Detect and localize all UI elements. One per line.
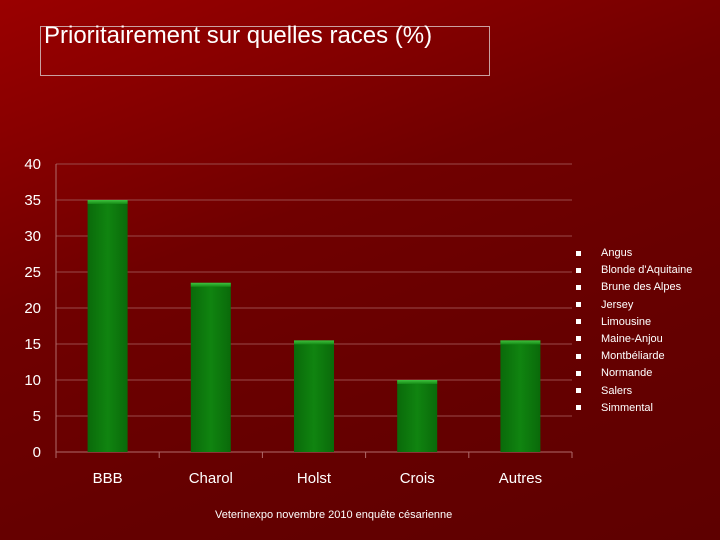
bar-crois — [397, 380, 438, 452]
y-tick-label: 35 — [24, 192, 41, 209]
y-tick-label: 20 — [24, 300, 41, 317]
legend-item: Brune des Alpes — [574, 279, 719, 296]
x-category-label: Autres — [499, 470, 542, 487]
legend-label: Blonde d'Aquitaine — [601, 264, 693, 277]
bar-cap — [397, 380, 438, 384]
y-tick-label: 25 — [24, 264, 41, 281]
legend-item: Salers — [574, 383, 719, 400]
legend-label: Simmental — [601, 401, 653, 414]
y-tick-label: 40 — [24, 156, 41, 173]
y-tick-label: 5 — [33, 408, 41, 425]
legend-label: Salers — [601, 384, 633, 397]
title-frame — [40, 26, 490, 76]
bar-autres — [500, 340, 541, 452]
y-tick-label: 30 — [24, 228, 41, 245]
legend-label: Normande — [601, 367, 653, 380]
legend-bullet-icon — [576, 267, 581, 273]
legend-label: Maine-Anjou — [601, 332, 663, 345]
legend-label: Montbéliarde — [601, 350, 665, 363]
bar-cap — [190, 282, 231, 287]
legend-item: Maine-Anjou — [574, 331, 719, 348]
y-tick-label: 15 — [24, 336, 41, 353]
x-category-labels: BBB Charol Holst Crois Autres — [93, 470, 542, 487]
y-tick-label: 10 — [24, 372, 41, 389]
x-category-label: Crois — [400, 470, 435, 487]
legend-bullet-icon — [576, 284, 581, 290]
legend-item: Blonde d'Aquitaine — [574, 262, 719, 279]
bar-cap — [500, 340, 541, 345]
legend-bullet-icon — [576, 319, 581, 325]
legend-bullet-icon — [576, 336, 581, 342]
y-tick-label: 0 — [33, 444, 41, 461]
legend: Angus Blonde d'Aquitaine Brune des Alpes Je… — [574, 245, 719, 417]
legend-item: Normande — [574, 365, 719, 382]
x-category-label: Charol — [189, 470, 233, 487]
legend-label: Limousine — [601, 315, 652, 328]
slide-title: Prioritairement sur quelles races (%) — [44, 22, 433, 49]
x-category-label: BBB — [93, 470, 123, 487]
footer-text: Veterinexpo novembre 2010 enquête césari… — [215, 509, 453, 521]
legend-label: Jersey — [601, 298, 634, 311]
legend-bullet-icon — [576, 302, 581, 308]
legend-item: Angus — [574, 245, 719, 262]
legend-label: Angus — [601, 247, 633, 259]
bars — [87, 200, 541, 452]
bar-cap — [294, 340, 334, 345]
legend-bullet-icon — [576, 370, 581, 376]
legend-bullet-icon — [576, 353, 581, 359]
y-tick-labels: 0 5 10 15 20 25 30 35 40 — [24, 156, 41, 461]
bar-bbb — [87, 200, 128, 452]
legend-bullet-icon — [576, 250, 581, 256]
legend-item: Simmental — [574, 400, 719, 417]
legend-bullet-icon — [576, 405, 581, 411]
bar-charol — [190, 282, 231, 452]
x-category-label: Holst — [297, 470, 332, 487]
legend-item: Jersey — [574, 297, 719, 314]
bar-cap — [87, 200, 128, 204]
bar-holst — [294, 340, 334, 452]
legend-label: Brune des Alpes — [601, 281, 682, 294]
legend-item: Limousine — [574, 314, 719, 331]
legend-bullet-icon — [576, 388, 581, 393]
legend-item: Montbéliarde — [574, 348, 719, 365]
